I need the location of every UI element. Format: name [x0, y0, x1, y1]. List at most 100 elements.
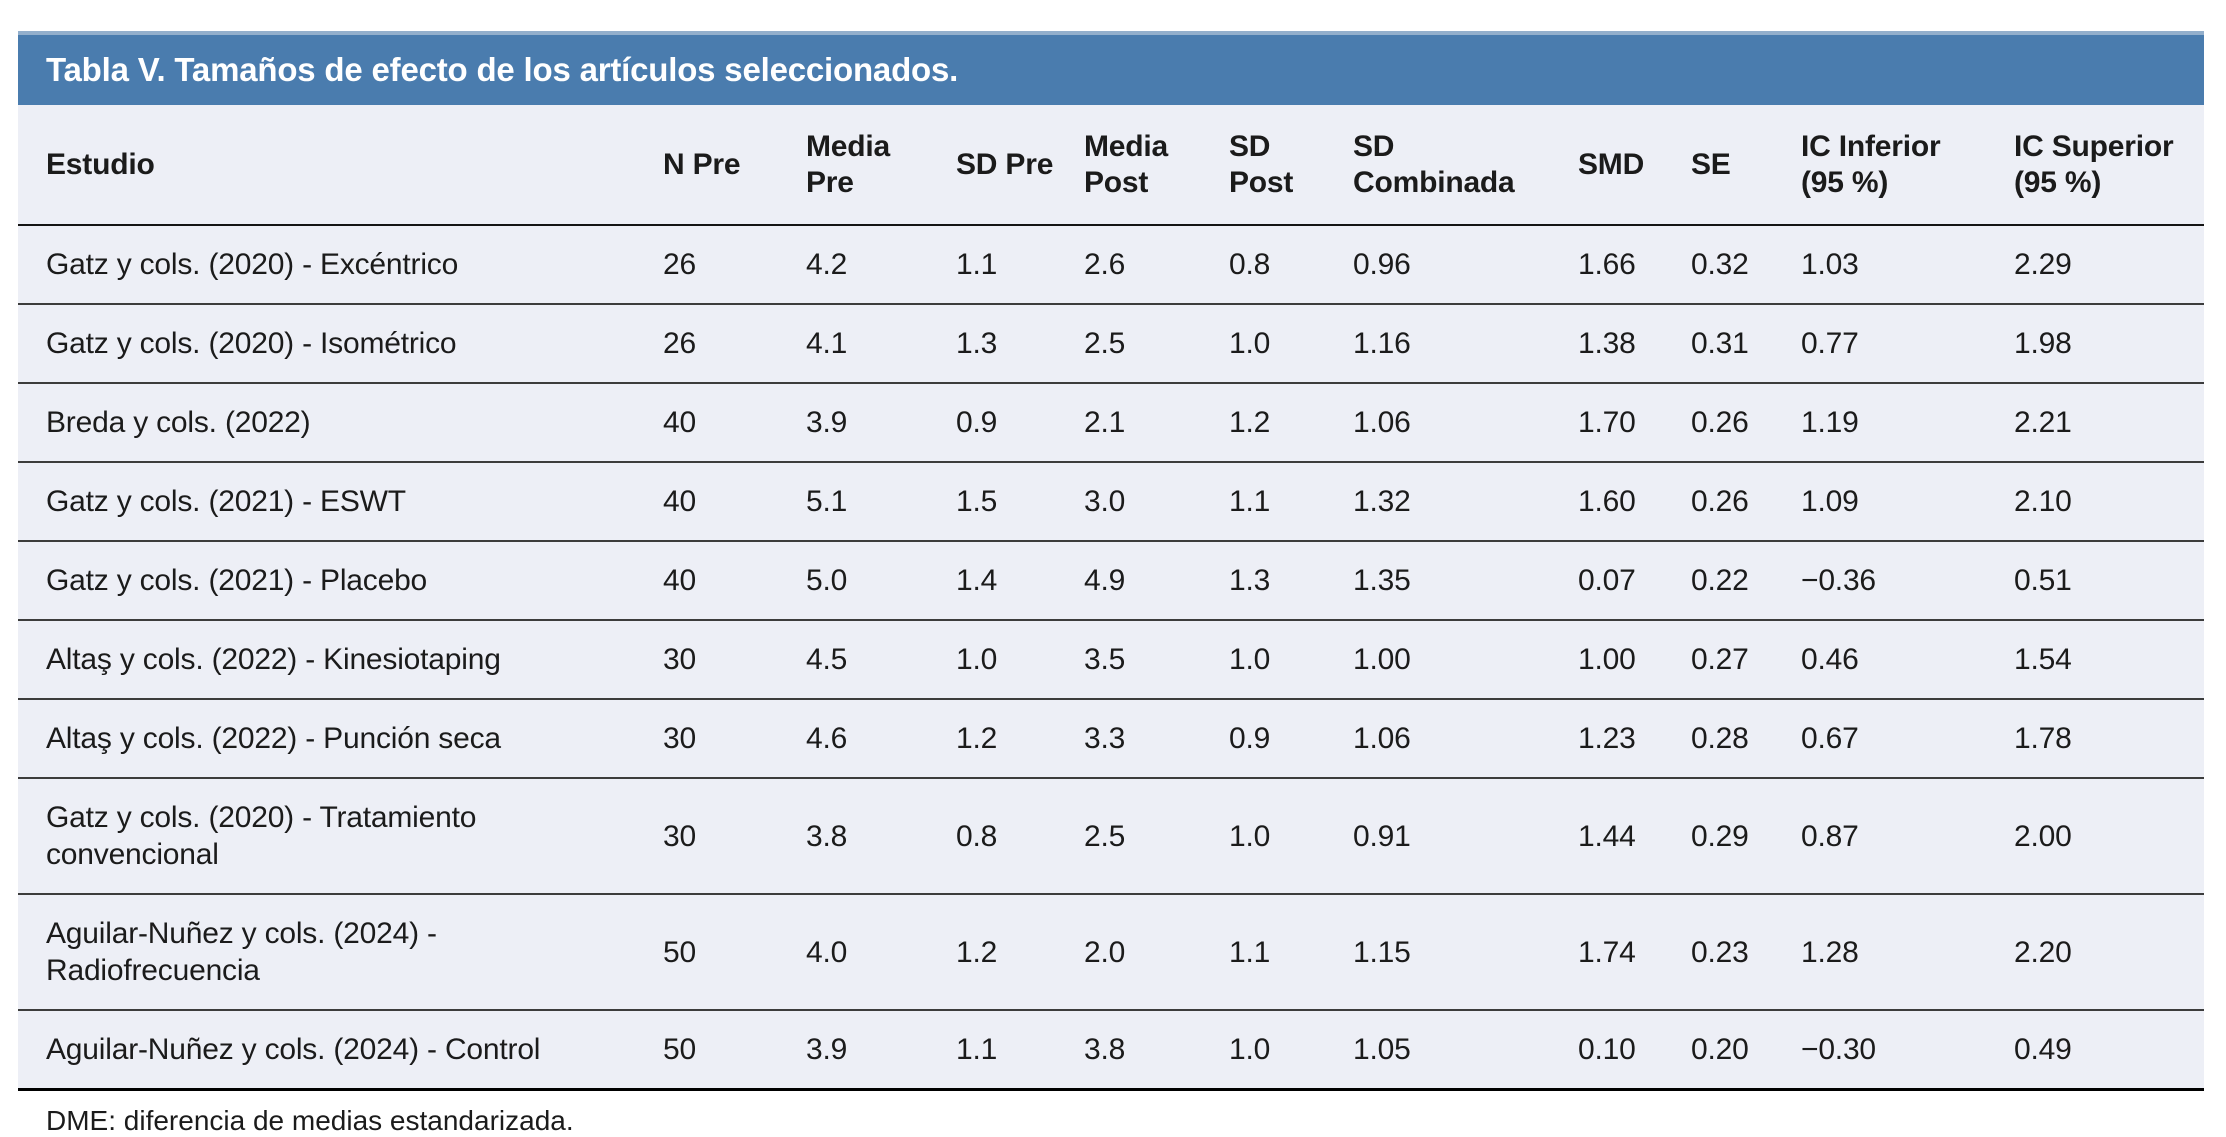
value-cell: 0.49 [2004, 1010, 2204, 1091]
value-cell: 1.54 [2004, 620, 2204, 700]
value-cell: 1.2 [946, 894, 1074, 1011]
table-body: Gatz y cols. (2020) - Excéntrico 26 4.2 1.1… [18, 225, 2204, 1091]
study-cell: Altaş y cols. (2022) - Kinesiotaping [18, 620, 653, 700]
value-cell: 2.00 [2004, 778, 2204, 895]
value-cell: 0.20 [1681, 1010, 1791, 1091]
value-cell: 1.0 [1219, 620, 1343, 700]
study-cell: Gatz y cols. (2021) - ESWT [18, 462, 653, 542]
column-header-estudio: Estudio [18, 105, 653, 226]
value-cell: 1.00 [1343, 620, 1568, 700]
value-cell: 2.10 [2004, 462, 2204, 542]
value-cell: 0.46 [1791, 620, 2004, 700]
column-header-media-pre: Media Pre [796, 105, 946, 226]
value-cell: 0.22 [1681, 541, 1791, 621]
value-cell: 40 [653, 541, 796, 621]
column-header-sd-combinada: SD Combinada [1343, 105, 1568, 226]
value-cell: 1.2 [1219, 383, 1343, 463]
value-cell: 1.44 [1568, 778, 1681, 895]
value-cell: 1.0 [1219, 1010, 1343, 1091]
value-cell: 1.3 [1219, 541, 1343, 621]
value-cell: 30 [653, 778, 796, 895]
effect-sizes-table-card: Tabla V. Tamaños de efecto de los artícu… [18, 31, 2204, 1137]
value-cell: 0.67 [1791, 699, 2004, 779]
value-cell: 1.03 [1791, 225, 2004, 305]
study-cell: Gatz y cols. (2020) - Excéntrico [18, 225, 653, 305]
value-cell: 3.8 [1074, 1010, 1219, 1091]
value-cell: 1.28 [1791, 894, 2004, 1011]
value-cell: 26 [653, 225, 796, 305]
value-cell: 1.2 [946, 699, 1074, 779]
table-row: Gatz y cols. (2021) - ESWT 40 5.1 1.5 3.0 1.1… [18, 462, 2204, 542]
header-row: Estudio N Pre Media Pre SD Pre Media Pos… [18, 105, 2204, 226]
value-cell: 1.98 [2004, 304, 2204, 384]
value-cell: 3.0 [1074, 462, 1219, 542]
value-cell: 0.87 [1791, 778, 2004, 895]
value-cell: 0.77 [1791, 304, 2004, 384]
effect-sizes-table: Estudio N Pre Media Pre SD Pre Media Pos… [18, 105, 2204, 1091]
value-cell: 2.5 [1074, 304, 1219, 384]
value-cell: 1.15 [1343, 894, 1568, 1011]
study-cell: Altaş y cols. (2022) - Punción seca [18, 699, 653, 779]
column-header-ic-superior: IC Superior (95 %) [2004, 105, 2204, 226]
value-cell: 2.20 [2004, 894, 2204, 1011]
value-cell: 1.3 [946, 304, 1074, 384]
column-header-ic-inferior: IC Inferior (95 %) [1791, 105, 2004, 226]
value-cell: 4.2 [796, 225, 946, 305]
column-header-n-pre: N Pre [653, 105, 796, 226]
column-header-sd-post: SD Post [1219, 105, 1343, 226]
value-cell: −0.30 [1791, 1010, 2004, 1091]
study-cell: Breda y cols. (2022) [18, 383, 653, 463]
value-cell: 2.29 [2004, 225, 2204, 305]
value-cell: 0.96 [1343, 225, 1568, 305]
value-cell: 1.1 [1219, 462, 1343, 542]
value-cell: 40 [653, 462, 796, 542]
value-cell: 1.74 [1568, 894, 1681, 1011]
value-cell: 50 [653, 1010, 796, 1091]
value-cell: 3.5 [1074, 620, 1219, 700]
value-cell: 40 [653, 383, 796, 463]
value-cell: 1.5 [946, 462, 1074, 542]
value-cell: 0.07 [1568, 541, 1681, 621]
value-cell: 1.00 [1568, 620, 1681, 700]
value-cell: 2.1 [1074, 383, 1219, 463]
table-row: Gatz y cols. (2020) - Isométrico 26 4.1 1.3… [18, 304, 2204, 384]
study-cell: Gatz y cols. (2020) - Isométrico [18, 304, 653, 384]
value-cell: 0.26 [1681, 383, 1791, 463]
value-cell: 1.09 [1791, 462, 2004, 542]
value-cell: 1.66 [1568, 225, 1681, 305]
value-cell: 1.06 [1343, 699, 1568, 779]
table-row: Altaş y cols. (2022) - Punción seca 30 4.6… [18, 699, 2204, 779]
value-cell: 0.32 [1681, 225, 1791, 305]
study-cell: Gatz y cols. (2020) - Tratamiento conven… [18, 778, 653, 895]
value-cell: 1.70 [1568, 383, 1681, 463]
value-cell: 1.16 [1343, 304, 1568, 384]
column-header-sd-pre: SD Pre [946, 105, 1074, 226]
value-cell: 0.29 [1681, 778, 1791, 895]
value-cell: 4.0 [796, 894, 946, 1011]
value-cell: 1.32 [1343, 462, 1568, 542]
table-footnote: DME: diferencia de medias estandarizada. [46, 1105, 574, 1136]
study-cell: Gatz y cols. (2021) - Placebo [18, 541, 653, 621]
value-cell: 0.91 [1343, 778, 1568, 895]
value-cell: 3.9 [796, 383, 946, 463]
value-cell: 1.4 [946, 541, 1074, 621]
table-title-bar: Tabla V. Tamaños de efecto de los artícu… [18, 31, 2204, 105]
value-cell: 0.27 [1681, 620, 1791, 700]
value-cell: 1.0 [946, 620, 1074, 700]
column-header-se: SE [1681, 105, 1791, 226]
table-title: Tabla V. Tamaños de efecto de los artícu… [46, 51, 959, 88]
value-cell: 2.5 [1074, 778, 1219, 895]
value-cell: 1.05 [1343, 1010, 1568, 1091]
study-cell: Aguilar-Nuñez y cols. (2024) - Radiofrec… [18, 894, 653, 1011]
value-cell: 5.0 [796, 541, 946, 621]
value-cell: 30 [653, 699, 796, 779]
value-cell: 0.26 [1681, 462, 1791, 542]
value-cell: 1.38 [1568, 304, 1681, 384]
value-cell: 1.0 [1219, 778, 1343, 895]
value-cell: 4.1 [796, 304, 946, 384]
value-cell: 0.9 [946, 383, 1074, 463]
value-cell: 1.1 [1219, 894, 1343, 1011]
value-cell: 50 [653, 894, 796, 1011]
value-cell: 4.6 [796, 699, 946, 779]
value-cell: 1.06 [1343, 383, 1568, 463]
